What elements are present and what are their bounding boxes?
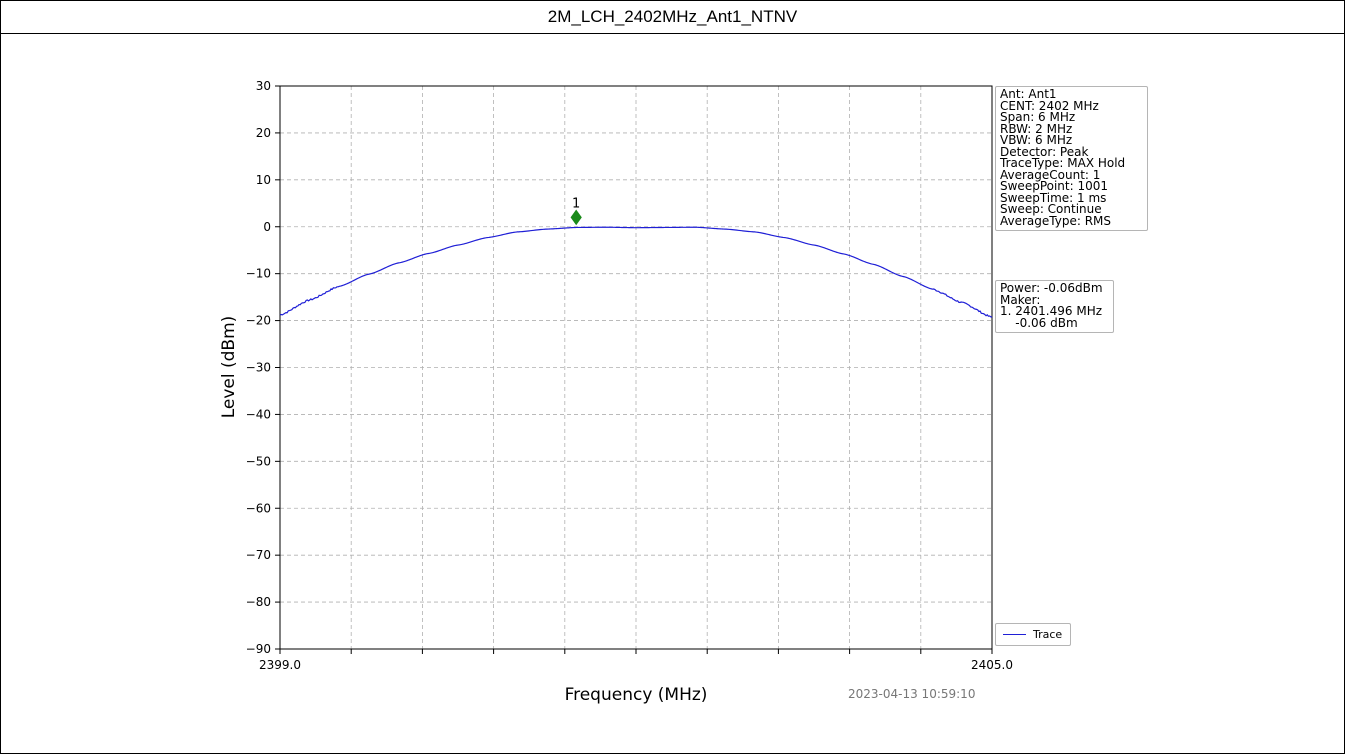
trace-line bbox=[279, 226, 993, 318]
legend-trace-swatch bbox=[1003, 634, 1026, 635]
y-axis-label: Level (dBm) bbox=[219, 316, 239, 419]
axis-tick-labels: 2399.0 2405.0 30 20 10 0 −10 −20 −30 −40 −50 −60 −70… bbox=[246, 79, 1013, 672]
settings-line: VBW: 6 MHz bbox=[1000, 133, 1073, 147]
marker-diamond bbox=[570, 209, 582, 226]
timestamp: 2023-04-13 10:59:10 bbox=[848, 687, 976, 701]
legend: Trace bbox=[995, 623, 1071, 646]
y-tick-label: −80 bbox=[246, 595, 271, 609]
settings-line: SweepTime: 1 ms bbox=[1000, 190, 1107, 205]
y-tick-label: −10 bbox=[246, 267, 271, 281]
result-info-box: Power: -0.06dBm Maker: 1. 2401.496 MHz -0.… bbox=[995, 280, 1114, 333]
settings-line: RBW: 2 MHz bbox=[1000, 121, 1073, 136]
y-tick-label: −30 bbox=[246, 361, 271, 375]
legend-trace-label: Trace bbox=[1033, 628, 1063, 641]
marker: 1 bbox=[570, 196, 582, 226]
settings-line: Ant: Ant1 bbox=[1000, 87, 1057, 101]
y-tick-label: −40 bbox=[246, 407, 271, 421]
result-line: Maker: bbox=[1000, 292, 1041, 307]
page-title: 2M_LCH_2402MHz_Ant1_NTNV bbox=[1, 1, 1344, 34]
axis-ticks bbox=[275, 85, 993, 654]
y-tick-label: 20 bbox=[256, 126, 271, 140]
settings-line: SweepPoint: 1001 bbox=[1000, 179, 1109, 193]
y-tick-label: 10 bbox=[256, 173, 271, 187]
marker-label: 1 bbox=[572, 196, 580, 211]
settings-line: TraceType: MAX Hold bbox=[1000, 156, 1126, 170]
settings-line: AverageType: RMS bbox=[1000, 213, 1112, 228]
x-tick-label: 2405.0 bbox=[971, 658, 1013, 672]
y-tick-label: −90 bbox=[246, 642, 271, 656]
settings-line: Detector: Peak bbox=[1000, 144, 1089, 159]
result-line: -0.06 dBm bbox=[1000, 315, 1078, 330]
settings-line: Sweep: Continue bbox=[1000, 202, 1102, 216]
settings-line: Span: 6 MHz bbox=[1000, 110, 1076, 124]
y-tick-label: 0 bbox=[263, 220, 271, 234]
y-tick-label: −20 bbox=[246, 314, 271, 328]
grid bbox=[280, 86, 992, 649]
result-line: 1. 2401.496 MHz bbox=[1000, 304, 1103, 318]
y-tick-label: −60 bbox=[246, 501, 271, 515]
settings-info-box: Ant: Ant1 CENT: 2402 MHz Span: 6 MHz RBW: 2… bbox=[995, 86, 1148, 231]
settings-line: CENT: 2402 MHz bbox=[1000, 98, 1099, 113]
settings-line: AverageCount: 1 bbox=[1000, 167, 1101, 182]
y-tick-label: 30 bbox=[256, 79, 271, 93]
result-line: Power: -0.06dBm bbox=[1000, 281, 1103, 295]
x-tick-label: 2399.0 bbox=[259, 658, 301, 672]
x-axis-label: Frequency (MHz) bbox=[565, 685, 708, 705]
y-tick-label: −70 bbox=[246, 548, 271, 562]
y-tick-label: −50 bbox=[246, 454, 271, 468]
